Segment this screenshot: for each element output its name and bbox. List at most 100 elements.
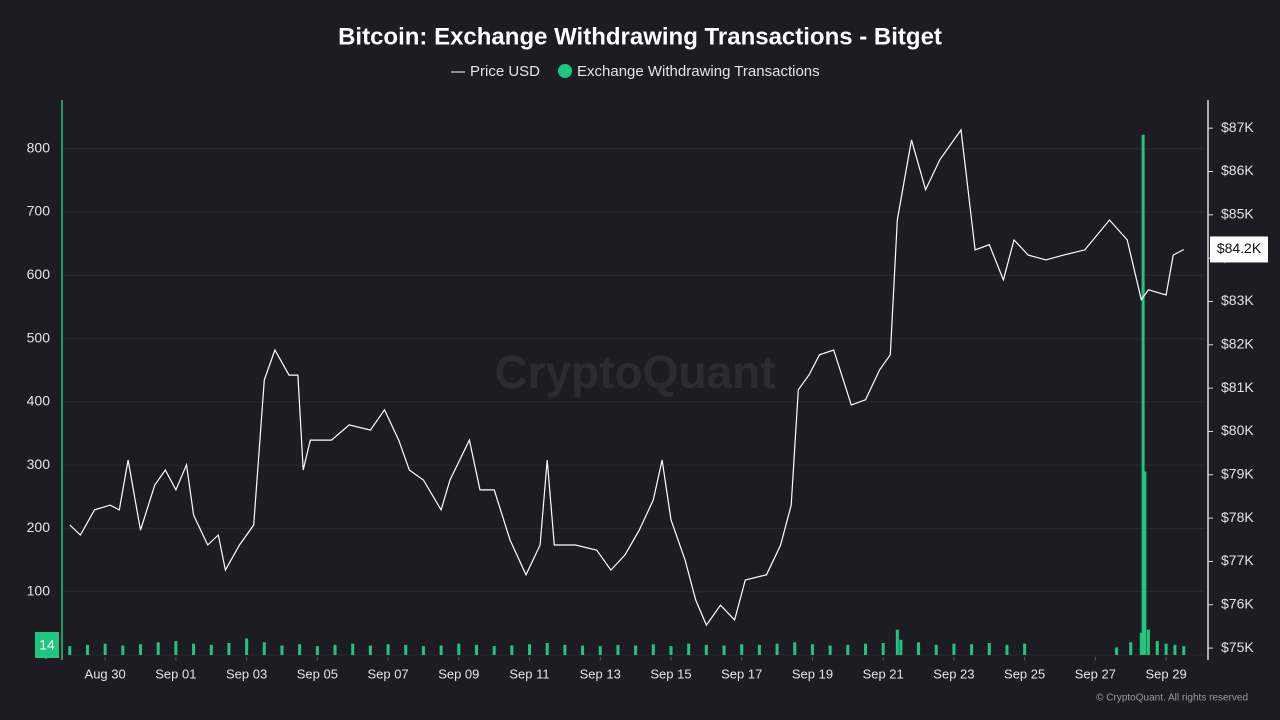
y-tick-label: 600: [27, 266, 51, 282]
bar: [245, 638, 249, 655]
y2-tick-label: $85K: [1221, 206, 1254, 222]
end-badge-label: 14: [39, 637, 55, 653]
x-tick-label: Sep 13: [580, 666, 621, 681]
bar: [793, 642, 797, 655]
bar: [1141, 134, 1145, 655]
end-badge: [35, 632, 59, 658]
bar: [386, 644, 390, 655]
bar: [85, 644, 89, 655]
x-tick-label: Sep 03: [226, 666, 267, 681]
bar: [895, 629, 899, 655]
bar: [1005, 644, 1009, 655]
y2-tick-label: $87K: [1221, 119, 1254, 135]
bar: [722, 645, 726, 655]
bar: [262, 642, 266, 655]
y-tick-label: 400: [27, 393, 51, 409]
bar: [828, 645, 832, 655]
end-badge-label: $84.2K: [1217, 240, 1262, 256]
bar: [1182, 646, 1186, 655]
bar: [1173, 644, 1177, 655]
y2-tick-label: $75K: [1221, 639, 1254, 655]
watermark: CryptoQuant: [494, 346, 775, 398]
y2-tick-label: $82K: [1221, 335, 1254, 351]
bar: [987, 642, 991, 655]
y-tick-label: 800: [27, 139, 51, 155]
y2-tick-label: $86K: [1221, 162, 1254, 178]
bar: [810, 644, 814, 655]
bar: [1164, 643, 1168, 655]
bar: [510, 645, 514, 655]
price-line: [69, 128, 1185, 627]
bar: [970, 644, 974, 655]
bar: [1146, 629, 1150, 655]
bar: [545, 642, 549, 655]
end-badge: [1210, 236, 1268, 263]
x-tick-label: Aug 30: [85, 666, 126, 681]
legend-label: Exchange Withdrawing Transactions: [577, 63, 820, 80]
bar: [634, 645, 638, 655]
bar: [457, 643, 461, 655]
y2-tick-label: $79K: [1221, 465, 1254, 481]
bar: [227, 642, 231, 655]
bar: [439, 645, 443, 655]
bar: [1115, 647, 1119, 655]
bar: [1155, 641, 1159, 655]
x-tick-label: Sep 11: [509, 666, 549, 681]
bar: [351, 643, 355, 655]
x-tick-label: Sep 21: [863, 666, 904, 681]
bar: [492, 646, 496, 655]
bar: [704, 644, 708, 655]
y2-tick-label: $80K: [1221, 422, 1254, 438]
bar: [846, 644, 850, 655]
bar: [174, 641, 178, 655]
x-tick-label: Sep 05: [297, 666, 338, 681]
y2-tick-label: $78K: [1221, 509, 1254, 525]
x-tick-label: Sep 27: [1075, 666, 1116, 681]
bar: [528, 644, 532, 655]
bar: [333, 644, 337, 655]
bar: [917, 642, 921, 655]
bar: [1023, 643, 1027, 655]
y-tick-label: 500: [27, 329, 51, 345]
bar: [474, 644, 478, 655]
y2-tick-label: $77K: [1221, 552, 1254, 568]
bar: [581, 645, 585, 655]
legend-label: Price USD: [470, 63, 540, 80]
bar: [1143, 471, 1147, 655]
y2-tick-label: $76K: [1221, 595, 1254, 611]
bar: [68, 646, 72, 655]
x-tick-label: Sep 29: [1145, 666, 1186, 681]
bar: [598, 646, 602, 655]
bar: [687, 643, 691, 655]
bar: [139, 644, 143, 655]
bar: [651, 644, 655, 655]
x-tick-label: Sep 25: [1004, 666, 1045, 681]
bar: [757, 644, 761, 655]
bar: [740, 644, 744, 655]
legend-dot-icon: [558, 64, 572, 78]
y-tick-label: 100: [27, 582, 51, 598]
bar: [315, 646, 319, 655]
y-tick-label: 300: [27, 456, 51, 472]
x-tick-label: Sep 17: [721, 666, 762, 681]
chart-title: Bitcoin: Exchange Withdrawing Transactio…: [338, 23, 942, 50]
x-tick-label: Sep 01: [155, 666, 196, 681]
bar: [899, 639, 903, 655]
x-tick-label: Sep 23: [933, 666, 974, 681]
copyright: © CryptoQuant. All rights reserved: [1096, 693, 1248, 704]
bar: [775, 643, 779, 655]
bar: [103, 643, 107, 655]
y2-tick-label: $83K: [1221, 292, 1254, 308]
bar: [669, 646, 673, 655]
bar: [156, 642, 160, 655]
bar: [298, 644, 302, 655]
bar: [209, 644, 213, 655]
bar: [863, 643, 867, 655]
y-tick-label: 200: [27, 519, 51, 535]
bar: [421, 646, 425, 655]
bar: [1129, 642, 1133, 655]
bar: [280, 645, 284, 655]
bar: [1139, 632, 1143, 655]
